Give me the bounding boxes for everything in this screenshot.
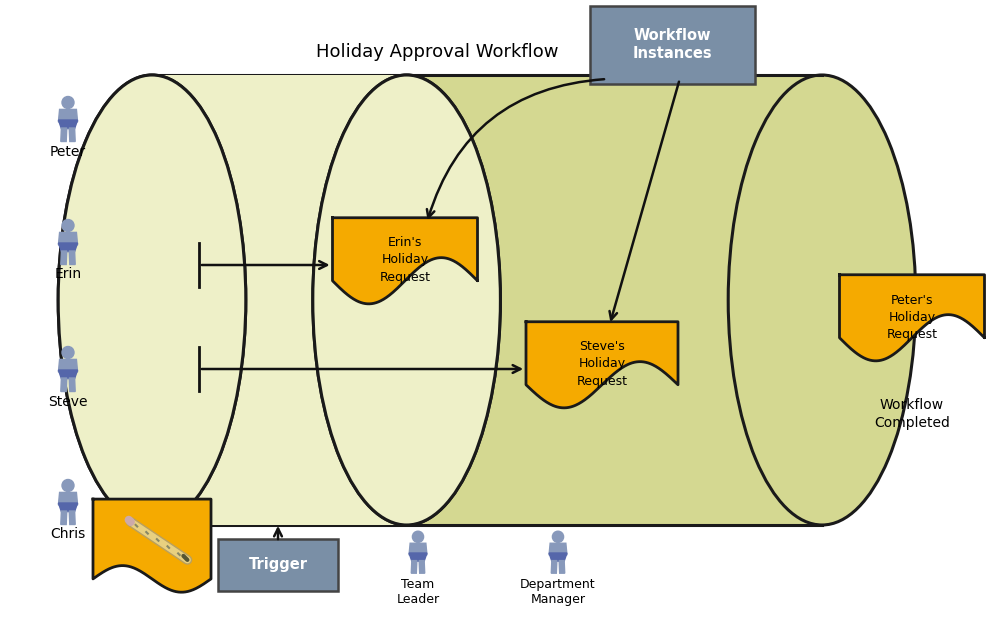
Polygon shape [69, 251, 75, 265]
Polygon shape [419, 561, 425, 573]
Circle shape [62, 97, 74, 108]
Polygon shape [58, 233, 78, 245]
Polygon shape [332, 218, 478, 304]
Bar [152, 75, 822, 525]
Polygon shape [526, 322, 678, 408]
Polygon shape [93, 499, 211, 592]
Polygon shape [58, 109, 78, 122]
Polygon shape [549, 553, 567, 561]
Circle shape [412, 531, 424, 542]
Text: Peter's
Holiday
Request: Peter's Holiday Request [886, 293, 937, 340]
Text: Steve: Steve [48, 394, 88, 409]
Polygon shape [409, 543, 427, 555]
Ellipse shape [728, 75, 916, 525]
Circle shape [62, 480, 74, 492]
Polygon shape [58, 359, 78, 372]
Polygon shape [58, 492, 78, 505]
Polygon shape [58, 503, 78, 512]
Polygon shape [58, 370, 78, 379]
Circle shape [62, 347, 74, 359]
Text: Trigger: Trigger [248, 557, 308, 572]
Circle shape [62, 219, 74, 231]
Bar [152, 75, 407, 525]
Text: Chris: Chris [50, 527, 86, 542]
Polygon shape [61, 511, 67, 525]
Polygon shape [58, 120, 78, 129]
Ellipse shape [58, 75, 246, 525]
Polygon shape [69, 511, 75, 525]
Ellipse shape [58, 75, 246, 525]
Polygon shape [551, 561, 557, 573]
Polygon shape [549, 543, 567, 555]
Circle shape [552, 531, 564, 542]
Polygon shape [69, 378, 75, 391]
Polygon shape [61, 378, 67, 391]
Text: Department
Manager: Department Manager [520, 578, 596, 606]
Polygon shape [69, 128, 75, 142]
Polygon shape [409, 553, 427, 561]
Polygon shape [411, 561, 417, 573]
Text: Erin: Erin [54, 268, 82, 282]
Text: Erin's
Holiday
Request: Erin's Holiday Request [380, 236, 430, 283]
FancyBboxPatch shape [218, 539, 338, 591]
FancyBboxPatch shape [590, 6, 755, 84]
Ellipse shape [313, 75, 500, 525]
Text: Holiday Approval Workflow: Holiday Approval Workflow [316, 43, 558, 61]
Text: Workflow
Completed: Workflow Completed [874, 398, 950, 429]
Polygon shape [58, 243, 78, 251]
Polygon shape [559, 561, 565, 573]
Text: Workflow
Instances: Workflow Instances [632, 28, 712, 61]
Text: Peter: Peter [50, 144, 86, 159]
Text: Team
Leader: Team Leader [396, 578, 440, 606]
Text: Steve's
Holiday
Request: Steve's Holiday Request [576, 340, 628, 387]
Ellipse shape [313, 75, 500, 525]
Polygon shape [61, 128, 67, 142]
Polygon shape [61, 251, 67, 265]
Polygon shape [840, 275, 984, 361]
